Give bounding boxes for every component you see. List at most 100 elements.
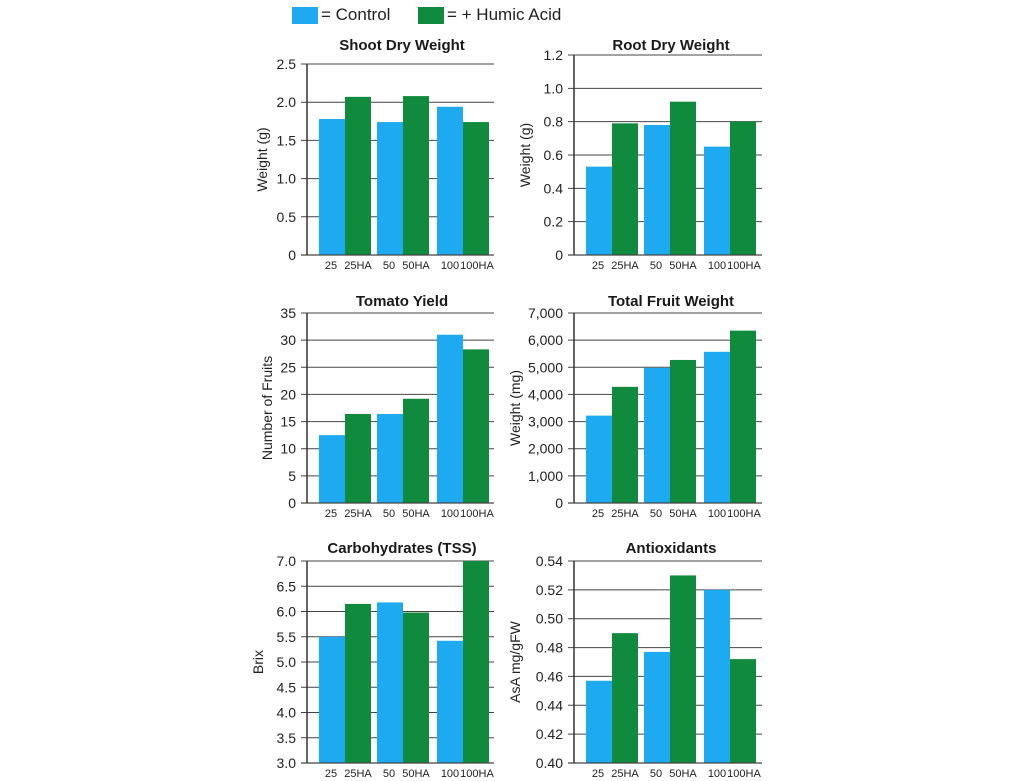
y-tick-label: 0.8 — [544, 114, 564, 130]
chart-panel-3: Tomato Yield Number of Fruits 0 5 10 15 20 25 30… — [259, 293, 494, 520]
y-tick-label: 0 — [555, 247, 563, 263]
x-category-label: 50HA — [402, 508, 430, 520]
y-tick-label: 3,000 — [528, 414, 563, 430]
bar-100ha — [463, 561, 489, 763]
y-tick-label: 2.5 — [277, 56, 297, 72]
bar-50ha — [403, 398, 429, 503]
chart-title: Total Fruit Weight — [608, 293, 734, 310]
bar-25 — [586, 415, 612, 503]
y-tick-label: 2.0 — [277, 94, 297, 110]
chart-title: Tomato Yield — [356, 293, 448, 310]
y-tick-label: 0.46 — [536, 668, 563, 684]
y-tick-label: 0.5 — [277, 209, 297, 225]
x-category-label: 100 — [441, 260, 459, 272]
x-category-label: 50 — [383, 768, 395, 780]
y-tick-label: 5.5 — [277, 629, 297, 645]
legend-swatch-control — [292, 6, 318, 24]
bar-25ha — [345, 413, 371, 503]
y-tick-label: 6.5 — [277, 578, 297, 594]
x-category-label: 25 — [592, 508, 604, 520]
x-category-label: 100HA — [727, 508, 761, 520]
x-category-label: 25 — [592, 768, 604, 780]
y-tick-label: 0 — [288, 247, 296, 263]
x-category-label: 100 — [441, 508, 459, 520]
y-tick-label: 1.0 — [544, 80, 564, 96]
bar-50ha — [670, 359, 696, 503]
x-category-label: 25HA — [611, 260, 639, 272]
x-category-label: 25HA — [344, 768, 372, 780]
y-tick-label: 0.48 — [536, 640, 563, 656]
legend-item-humic-acid: = + Humic Acid — [418, 5, 562, 24]
y-tick-label: 4.5 — [277, 679, 297, 695]
y-tick-label: 0.4 — [544, 180, 564, 196]
y-tick-label: 3.5 — [277, 730, 297, 746]
chart-panel-6: Antioxidants AsA mg/gFW 0.40 0.42 0.44 0.46 0.… — [507, 540, 762, 780]
bar-25 — [319, 435, 345, 503]
x-category-label: 25HA — [344, 508, 372, 520]
y-axis-label: Number of Fruits — [259, 356, 275, 460]
y-tick-label: 0.52 — [536, 582, 563, 598]
x-category-label: 50HA — [669, 508, 697, 520]
bar-100ha — [730, 330, 756, 503]
x-category-label: 25HA — [344, 260, 372, 272]
x-category-label: 25 — [325, 768, 337, 780]
y-tick-label: 0.54 — [536, 553, 563, 569]
x-category-label: 100HA — [460, 508, 494, 520]
x-category-label: 25 — [325, 508, 337, 520]
bar-100ha — [730, 659, 756, 763]
y-axis-label: Weight (g) — [517, 123, 533, 187]
x-category-label: 100HA — [727, 768, 761, 780]
x-category-label: 50HA — [402, 768, 430, 780]
x-category-label: 25HA — [611, 508, 639, 520]
y-tick-label: 0.2 — [544, 214, 564, 230]
y-tick-label: 0.40 — [536, 755, 563, 771]
x-category-label: 100 — [708, 260, 726, 272]
x-category-label: 100 — [441, 768, 459, 780]
bar-25ha — [345, 96, 371, 256]
y-tick-label: 15 — [280, 414, 296, 430]
y-tick-label: 25 — [280, 359, 296, 375]
bar-25 — [586, 680, 612, 763]
bar-50 — [644, 367, 670, 503]
legend-label-humic-acid: = + Humic Acid — [447, 5, 562, 24]
bar-100 — [704, 589, 730, 763]
chart-panel-5: Carbohydrates (TSS) Brix 3.0 3.5 4.0 4.5 5.0 5.… — [250, 540, 494, 780]
y-tick-label: 5.0 — [277, 654, 297, 670]
y-axis-label: AsA mg/gFW — [507, 620, 523, 702]
x-category-label: 50 — [383, 508, 395, 520]
chart-title: Carbohydrates (TSS) — [327, 540, 476, 557]
y-tick-label: 2,000 — [528, 441, 563, 457]
y-tick-label: 3.0 — [277, 755, 297, 771]
bar-100ha — [730, 121, 756, 256]
x-category-label: 100 — [708, 768, 726, 780]
bar-100 — [704, 146, 730, 255]
y-axis-label: Weight (mg) — [507, 370, 523, 446]
x-category-label: 50HA — [402, 260, 430, 272]
y-tick-label: 0.44 — [536, 697, 563, 713]
y-tick-label: 20 — [280, 386, 296, 402]
y-axis-label: Brix — [250, 650, 266, 674]
chart-legend: = Control = + Humic Acid — [0, 0, 1024, 30]
x-category-label: 25 — [592, 260, 604, 272]
y-tick-label: 10 — [280, 441, 296, 457]
bar-25 — [586, 166, 612, 255]
x-category-label: 100HA — [460, 768, 494, 780]
legend-label-control: = Control — [321, 5, 391, 24]
y-axis-label: Weight (g) — [254, 127, 270, 191]
bar-25ha — [612, 386, 638, 503]
y-tick-label: 7.0 — [277, 553, 297, 569]
bar-50ha — [670, 101, 696, 256]
bar-50 — [377, 413, 403, 503]
y-tick-label: 30 — [280, 332, 296, 348]
bar-50ha — [403, 96, 429, 255]
y-tick-label: 35 — [280, 305, 296, 321]
chart-title: Root Dry Weight — [612, 37, 729, 54]
x-category-label: 50 — [650, 508, 662, 520]
bar-100 — [704, 351, 730, 503]
y-tick-label: 0 — [555, 495, 563, 511]
y-tick-label: 5 — [288, 468, 296, 484]
chart-panel-2: Root Dry Weight Weight (g) 0 0.2 0.4 0.6 0.8 1.… — [517, 37, 762, 272]
x-category-label: 100HA — [727, 260, 761, 272]
y-tick-label: 0.6 — [544, 147, 564, 163]
y-tick-label: 6,000 — [528, 332, 563, 348]
